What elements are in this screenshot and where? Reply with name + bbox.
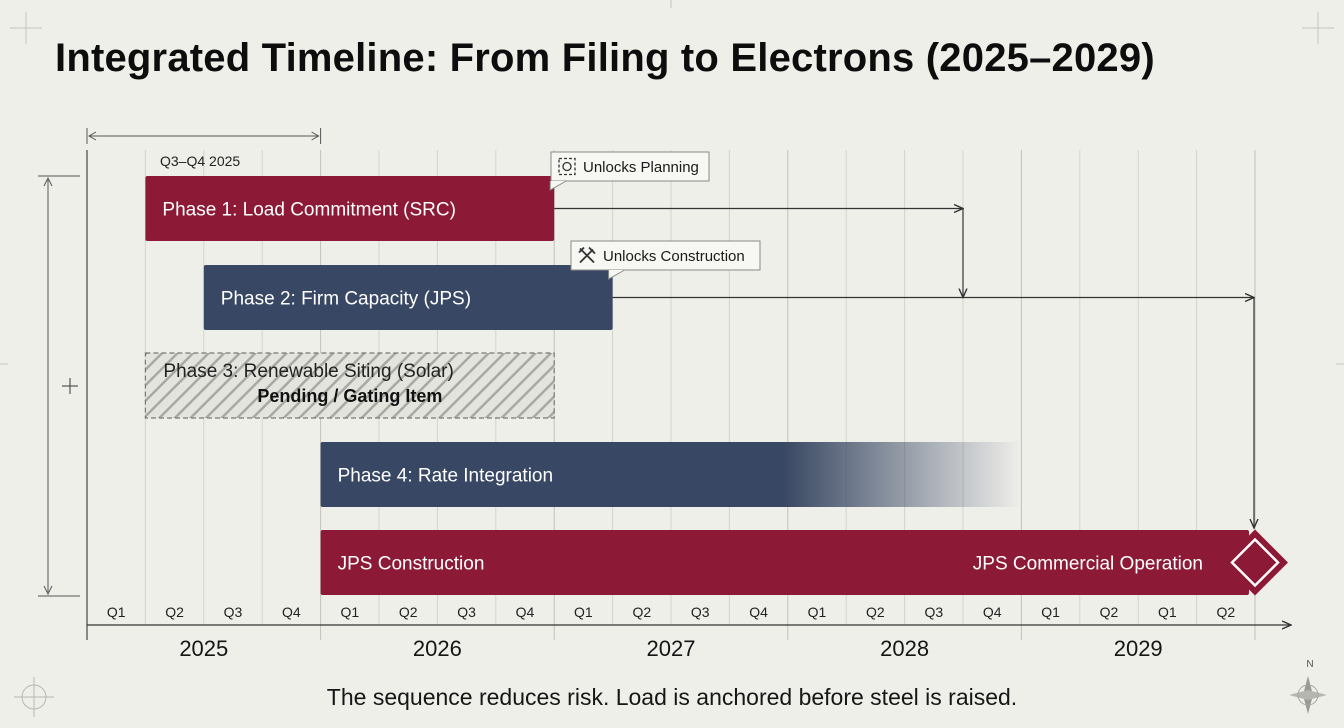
- callout-label: Unlocks Construction: [603, 248, 745, 265]
- quarter-tick-label: Q2: [632, 604, 651, 620]
- span-annotation: Q3–Q4 2025: [86, 128, 322, 169]
- bar-p5: [320, 530, 1250, 595]
- compass-rose-icon: N: [1289, 659, 1327, 714]
- quarter-tick-label: Q1: [1041, 604, 1060, 620]
- quarter-tick-label: Q2: [399, 604, 418, 620]
- span-label: Q3–Q4 2025: [160, 153, 240, 169]
- bar-sublabel-p3: Pending / Gating Item: [257, 386, 442, 406]
- dependency-arrows: [554, 209, 1254, 529]
- quarter-tick-label: Q1: [808, 604, 827, 620]
- bar-label-p4: Phase 4: Rate Integration: [338, 466, 553, 487]
- bar-label-p3: Phase 3: Renewable Siting (Solar): [163, 361, 453, 382]
- callout-label: Unlocks Planning: [583, 159, 699, 176]
- year-label: 2027: [647, 636, 696, 661]
- year-label: 2029: [1114, 636, 1163, 661]
- compass-label: N: [1306, 659, 1313, 670]
- bar-end-label-p5: JPS Commercial Operation: [973, 554, 1203, 575]
- quarter-tick-label: Q4: [516, 604, 535, 620]
- chart-title: Integrated Timeline: From Filing to Elec…: [55, 36, 1155, 80]
- quarter-tick-label: Q2: [866, 604, 885, 620]
- quarter-tick-label: Q1: [107, 604, 126, 620]
- bar-p4: [320, 442, 1022, 507]
- phase-bars: Phase 1: Load Commitment (SRC) Phase 2: F…: [144, 176, 1288, 596]
- axes: [86, 150, 1291, 640]
- planning-icon-center: [562, 161, 572, 172]
- callout-box: [550, 151, 710, 182]
- quarter-tick-label: Q3: [924, 604, 943, 620]
- callout-pointer: [608, 269, 625, 280]
- bar-p2: [203, 265, 613, 330]
- year-label: 2026: [413, 636, 462, 661]
- quarter-ticks: Q1 Q2 Q3 Q4 Q1 Q2 Q3 Q4 Q1 Q2 Q3 Q4 Q1 Q2 Q3 Q4 Q1 Q2 Q1 Q2: [107, 604, 1235, 620]
- tools-icon: [578, 246, 596, 264]
- bar-label-p5: JPS Construction: [338, 554, 485, 575]
- callout-box: [570, 240, 761, 271]
- quarter-tick-label: Q4: [983, 604, 1002, 620]
- year-label: 2028: [880, 636, 929, 661]
- quarter-tick-label: Q4: [749, 604, 768, 620]
- chart-plus-marker: [62, 378, 78, 394]
- quarter-tick-label: Q1: [574, 604, 593, 620]
- milestone-diamond-inner: [1230, 537, 1280, 588]
- quarter-tick-label: Q2: [165, 604, 184, 620]
- quarter-tick-label: Q2: [1216, 604, 1235, 620]
- quarter-tick-label: Q3: [224, 604, 243, 620]
- planning-icon: [558, 157, 576, 176]
- callouts: Unlocks Planning Unlocks Construction: [549, 151, 761, 280]
- bar-label-p2: Phase 2: Firm Capacity (JPS): [221, 289, 471, 310]
- year-labels: 2025 2026 2027 2028 2029: [179, 636, 1162, 661]
- quarter-tick-label: Q3: [691, 604, 710, 620]
- crosshair-target-icon: [14, 677, 54, 717]
- chart-caption: The sequence reduces risk. Load is ancho…: [326, 684, 1018, 710]
- span-arrow-left: [87, 131, 97, 141]
- quarter-tick-label: Q3: [457, 604, 476, 620]
- bar-p1: [145, 176, 555, 241]
- quarter-tick-label: Q1: [340, 604, 359, 620]
- vertical-dimension-line: [38, 175, 80, 597]
- bar-label-p1: Phase 1: Load Commitment (SRC): [162, 200, 456, 221]
- corner-marks: [0, 0, 1344, 365]
- quarter-tick-label: Q4: [282, 604, 301, 620]
- year-label: 2025: [179, 636, 228, 661]
- bar-p3: [144, 352, 555, 419]
- milestone-diamond-outer: [1222, 529, 1288, 596]
- span-arrow-right: [311, 131, 320, 141]
- callout-pointer: [549, 180, 567, 191]
- quarter-tick-label: Q1: [1158, 604, 1177, 620]
- quarter-tick-label: Q2: [1100, 604, 1119, 620]
